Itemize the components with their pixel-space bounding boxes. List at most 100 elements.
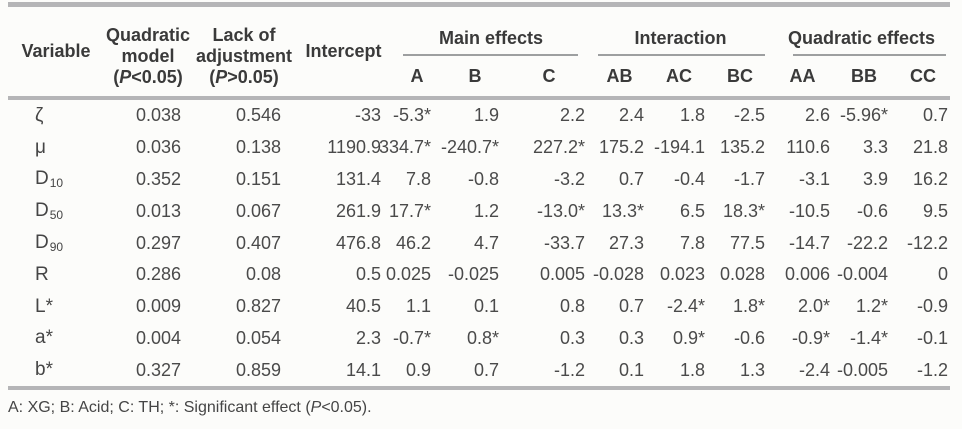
table-cell: 1.8 [679,359,705,380]
table-cell: 4.7 [473,232,499,253]
table-cell: 0.8* [466,327,499,348]
group-underline [793,54,946,56]
table-cell: 0.151 [235,168,281,189]
table-cell: -0.028 [592,264,644,285]
table-cell: 2.0* [797,296,830,317]
table-cell: 0.1 [618,359,644,380]
table-cell: 0.407 [235,232,281,253]
table-cell: 0.023 [659,264,705,285]
variable-label: a* [35,327,53,349]
table-cell: -22.2 [846,232,888,253]
column-header-quadratic-model: Quadratic model (P<0.05) [105,25,191,87]
column-group-quadratic-effects: Quadratic effects [770,7,953,56]
table-cell: 0.8 [559,296,585,317]
table-header: Variable Quadratic model (P<0.05) Lack o… [8,7,953,96]
table-cell: -33 [354,105,381,126]
table-cell: -0.8 [467,168,499,189]
table-cell: -0.1 [916,327,948,348]
variable-label: D 90 [35,232,64,255]
table-cell: 2.3 [355,327,381,348]
table-cell: 476.8 [335,232,381,253]
table-cell: 1.1 [405,296,431,317]
table-cell: 2.4 [618,105,644,126]
column-header-variable: Variable [21,41,91,61]
table-cell: 227.2* [532,137,585,158]
table-cell: 0.286 [135,264,181,285]
subcolumn-header-c: C [542,65,556,86]
column-group-main-effects: Main effects [391,7,591,56]
table-cell: 0.1 [473,296,499,317]
table-cell: -1.2 [553,359,585,380]
table-cell: -0.6 [856,200,888,221]
table-cell: 0.297 [135,232,181,253]
table-cell: -194.1 [653,137,705,158]
table-cell: 1.8 [679,105,705,126]
table-cell: 0.005 [539,264,585,285]
table-cell: -12.2 [906,232,948,253]
table-cell: 0.028 [719,264,765,285]
table-cell: -2.4 [798,359,830,380]
table-cell: 18.3* [722,200,765,221]
table-cell: 27.3 [608,232,644,253]
subcolumn-header-aa: AA [789,65,816,86]
table-cell: 9.5 [922,200,948,221]
table-cell: 2.2 [559,105,585,126]
table-cell: 0.327 [135,359,181,380]
variable-label: D 10 [35,168,64,191]
table-cell: 0.9 [405,359,431,380]
table-cell: 0.352 [135,168,181,189]
table-cell: -0.9 [916,296,948,317]
group-underline [403,54,578,56]
table-cell: 3.9 [862,168,888,189]
table-cell: 0.9* [672,327,705,348]
subcolumn-header-ac: AC [666,65,692,86]
variable-label: μ [35,136,46,158]
table-cell: -5.96* [839,105,888,126]
table-cell: 0.5 [355,264,381,285]
table-cell: 0.7 [618,296,644,317]
table-cell: 261.9 [335,200,381,221]
table-cell: 0.004 [135,327,181,348]
table-cell: 175.2 [598,137,644,158]
group-underline [598,54,765,56]
column-header-lack-of-adjustment: Lack of adjustment (P>0.05) [195,25,292,87]
table-cell: 1.9 [473,105,499,126]
subcolumn-header-b: B [468,65,482,86]
variable-label: R [35,263,49,285]
table-cell: 0.138 [235,137,281,158]
subcolumn-header-ab: AB [606,65,633,86]
table-cell: -0.025 [447,264,499,285]
table-cell: 0.08 [245,264,281,285]
table-cell: -0.004 [836,264,888,285]
table-cell: -1.4* [849,327,888,348]
subcolumn-header-bb: BB [851,65,877,86]
table-cell: 0.3 [559,327,585,348]
table-cell: 16.2 [912,168,948,189]
table-cell: 7.8 [679,232,705,253]
table-cell: -0.6 [733,327,765,348]
table-cell: -1.7 [733,168,765,189]
subcolumn-header-cc: CC [910,65,936,86]
table-cell: 0.054 [235,327,281,348]
table-cell: 334.7* [378,137,431,158]
table-cell: -5.3* [392,105,431,126]
table-cell: -10.5 [788,200,830,221]
table-cell: -0.9* [791,327,830,348]
table-cell: 14.1 [345,359,381,380]
column-header-intercept: Intercept [305,41,382,61]
table-cell: -2.4* [666,296,705,317]
table-cell: 21.8 [912,137,948,158]
table-cell: 13.3* [601,200,644,221]
table-cell: 77.5 [729,232,765,253]
table-cell: -3.2 [553,168,585,189]
table-cell: 0.025 [385,264,431,285]
variable-label: D 50 [35,200,64,223]
table-cell: 2.6 [804,105,830,126]
table-cell: 7.8 [405,168,431,189]
variable-label: L* [35,295,53,317]
subcolumn-header-bc: BC [727,65,753,86]
table-cell: 1.3 [739,359,765,380]
table-cell: 0.546 [235,105,281,126]
table-cell: -240.7* [440,137,499,158]
table-cell: -2.5 [733,105,765,126]
